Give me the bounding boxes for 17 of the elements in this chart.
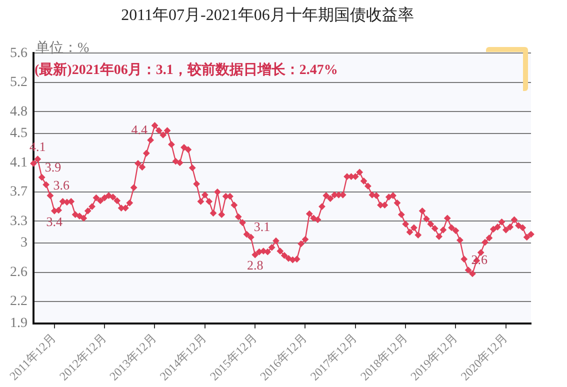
y-tick-label: 3.7 [10,184,28,200]
y-tick-label: 5.6 [10,46,28,61]
data-label: 3.6 [53,178,70,193]
y-tick-label: 2.6 [10,264,28,280]
y-tick-label: 1.9 [10,316,28,332]
data-label: 3.1 [254,219,270,234]
y-tick-label: 3.3 [10,214,28,229]
y-tick-label: 2.2 [10,294,28,310]
chart-title: 2011年07月-2021年06月十年期国债收益率 [121,6,414,24]
y-tick-label: 5.2 [10,75,28,90]
y-tick-label: 3 [20,236,28,251]
y-tick-label: 4.1 [10,155,28,170]
annotation: (最新)2021年06月：3.1，较前数据日增长：2.47% [34,60,338,78]
y-tick-label: 4.5 [10,126,28,142]
data-label: 2.8 [246,258,264,273]
data-label: 3.9 [44,159,62,174]
y-tick-label: 4.8 [10,104,28,120]
